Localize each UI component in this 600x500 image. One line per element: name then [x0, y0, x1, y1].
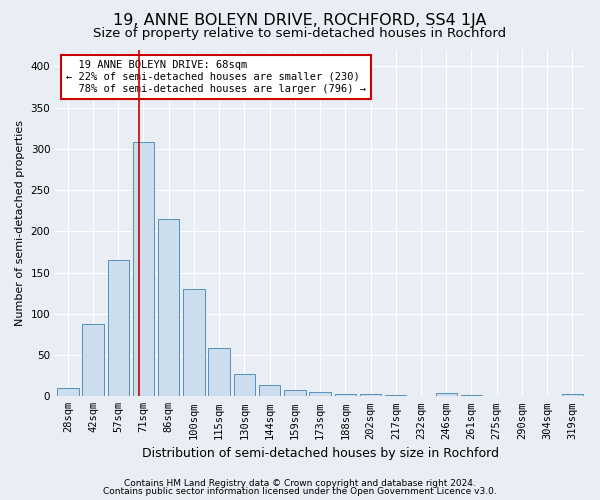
X-axis label: Distribution of semi-detached houses by size in Rochford: Distribution of semi-detached houses by … — [142, 447, 499, 460]
Text: Size of property relative to semi-detached houses in Rochford: Size of property relative to semi-detach… — [94, 28, 506, 40]
Text: Contains public sector information licensed under the Open Government Licence v3: Contains public sector information licen… — [103, 487, 497, 496]
Bar — [158, 219, 179, 396]
Bar — [310, 392, 331, 396]
Bar — [436, 393, 457, 396]
Y-axis label: Number of semi-detached properties: Number of semi-detached properties — [15, 120, 25, 326]
Text: Contains HM Land Registry data © Crown copyright and database right 2024.: Contains HM Land Registry data © Crown c… — [124, 478, 476, 488]
Bar — [133, 142, 154, 396]
Bar — [284, 390, 305, 396]
Bar — [183, 289, 205, 397]
Bar — [208, 348, 230, 397]
Bar — [57, 388, 79, 396]
Bar — [233, 374, 255, 396]
Bar — [259, 385, 280, 396]
Bar — [82, 324, 104, 396]
Text: 19, ANNE BOLEYN DRIVE, ROCHFORD, SS4 1JA: 19, ANNE BOLEYN DRIVE, ROCHFORD, SS4 1JA — [113, 12, 487, 28]
Text: 19 ANNE BOLEYN DRIVE: 68sqm
← 22% of semi-detached houses are smaller (230)
  78: 19 ANNE BOLEYN DRIVE: 68sqm ← 22% of sem… — [66, 60, 366, 94]
Bar — [335, 394, 356, 396]
Bar — [360, 394, 381, 396]
Bar — [562, 394, 583, 396]
Bar — [107, 260, 129, 396]
